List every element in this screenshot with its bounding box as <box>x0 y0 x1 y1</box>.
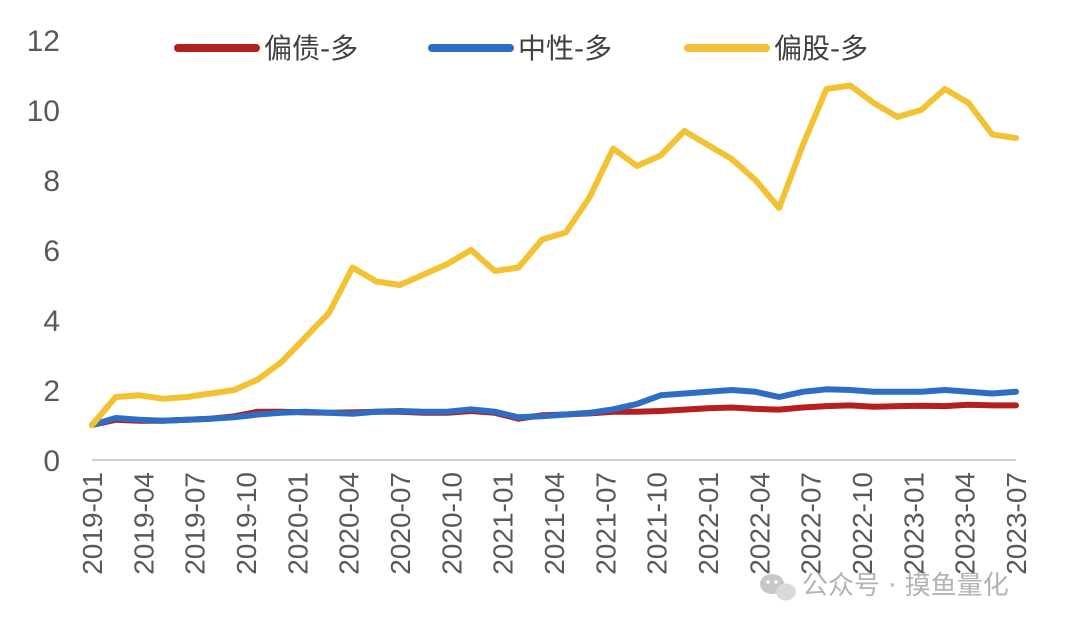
x-tick-label: 2019-01 <box>77 472 108 575</box>
x-tick-label: 2020-10 <box>436 472 467 575</box>
x-tick-label: 2019-10 <box>231 472 262 575</box>
y-tick-label: 8 <box>43 165 60 198</box>
series-line-2 <box>89 82 1019 428</box>
legend: 偏债-多 中性-多 偏股-多 <box>174 32 868 65</box>
y-tick-label: 2 <box>43 375 60 408</box>
x-tick-label: 2020-07 <box>385 472 416 575</box>
series-lines <box>89 82 1019 428</box>
x-tick-label: 2023-04 <box>950 472 981 575</box>
y-tick-label: 4 <box>43 305 60 338</box>
y-tick-label: 10 <box>27 95 60 128</box>
x-tick-label: 2020-01 <box>282 472 313 575</box>
series-line-1 <box>89 386 1019 428</box>
x-tick-label: 2019-04 <box>128 472 159 575</box>
y-tick-label: 12 <box>27 25 60 58</box>
y-tick-label: 0 <box>43 445 60 478</box>
x-tick-label: 2021-07 <box>590 472 621 575</box>
x-tick-label: 2022-01 <box>693 472 724 575</box>
x-tick-label: 2023-01 <box>898 472 929 575</box>
legend-label-neutral: 中性-多 <box>518 32 612 65</box>
x-tick-label: 2020-04 <box>334 472 365 575</box>
watermark-text: 公众号 · 摸鱼量化 <box>802 571 1009 601</box>
y-tick-label: 6 <box>43 235 60 268</box>
legend-label-bond: 偏债-多 <box>264 32 358 65</box>
x-tick-label: 2022-07 <box>796 472 827 575</box>
x-axis-ticks: 2019-01 2019-04 2019-07 2019-10 2020-01 2020-… <box>77 472 1032 575</box>
x-tick-label: 2019-07 <box>180 472 211 575</box>
x-tick-label: 2021-01 <box>488 472 519 575</box>
legend-label-equity: 偏股-多 <box>774 32 868 65</box>
y-axis-ticks: 0 2 4 6 8 10 12 <box>27 25 60 478</box>
x-tick-label: 2022-10 <box>847 472 878 575</box>
watermark: 公众号 · 摸鱼量化 <box>760 571 1009 601</box>
x-tick-label: 2022-04 <box>744 472 775 575</box>
x-tick-label: 2021-04 <box>539 472 570 575</box>
x-tick-label: 2021-10 <box>642 472 673 575</box>
wechat-icon <box>760 574 796 601</box>
x-tick-label: 2023-07 <box>1001 472 1032 575</box>
